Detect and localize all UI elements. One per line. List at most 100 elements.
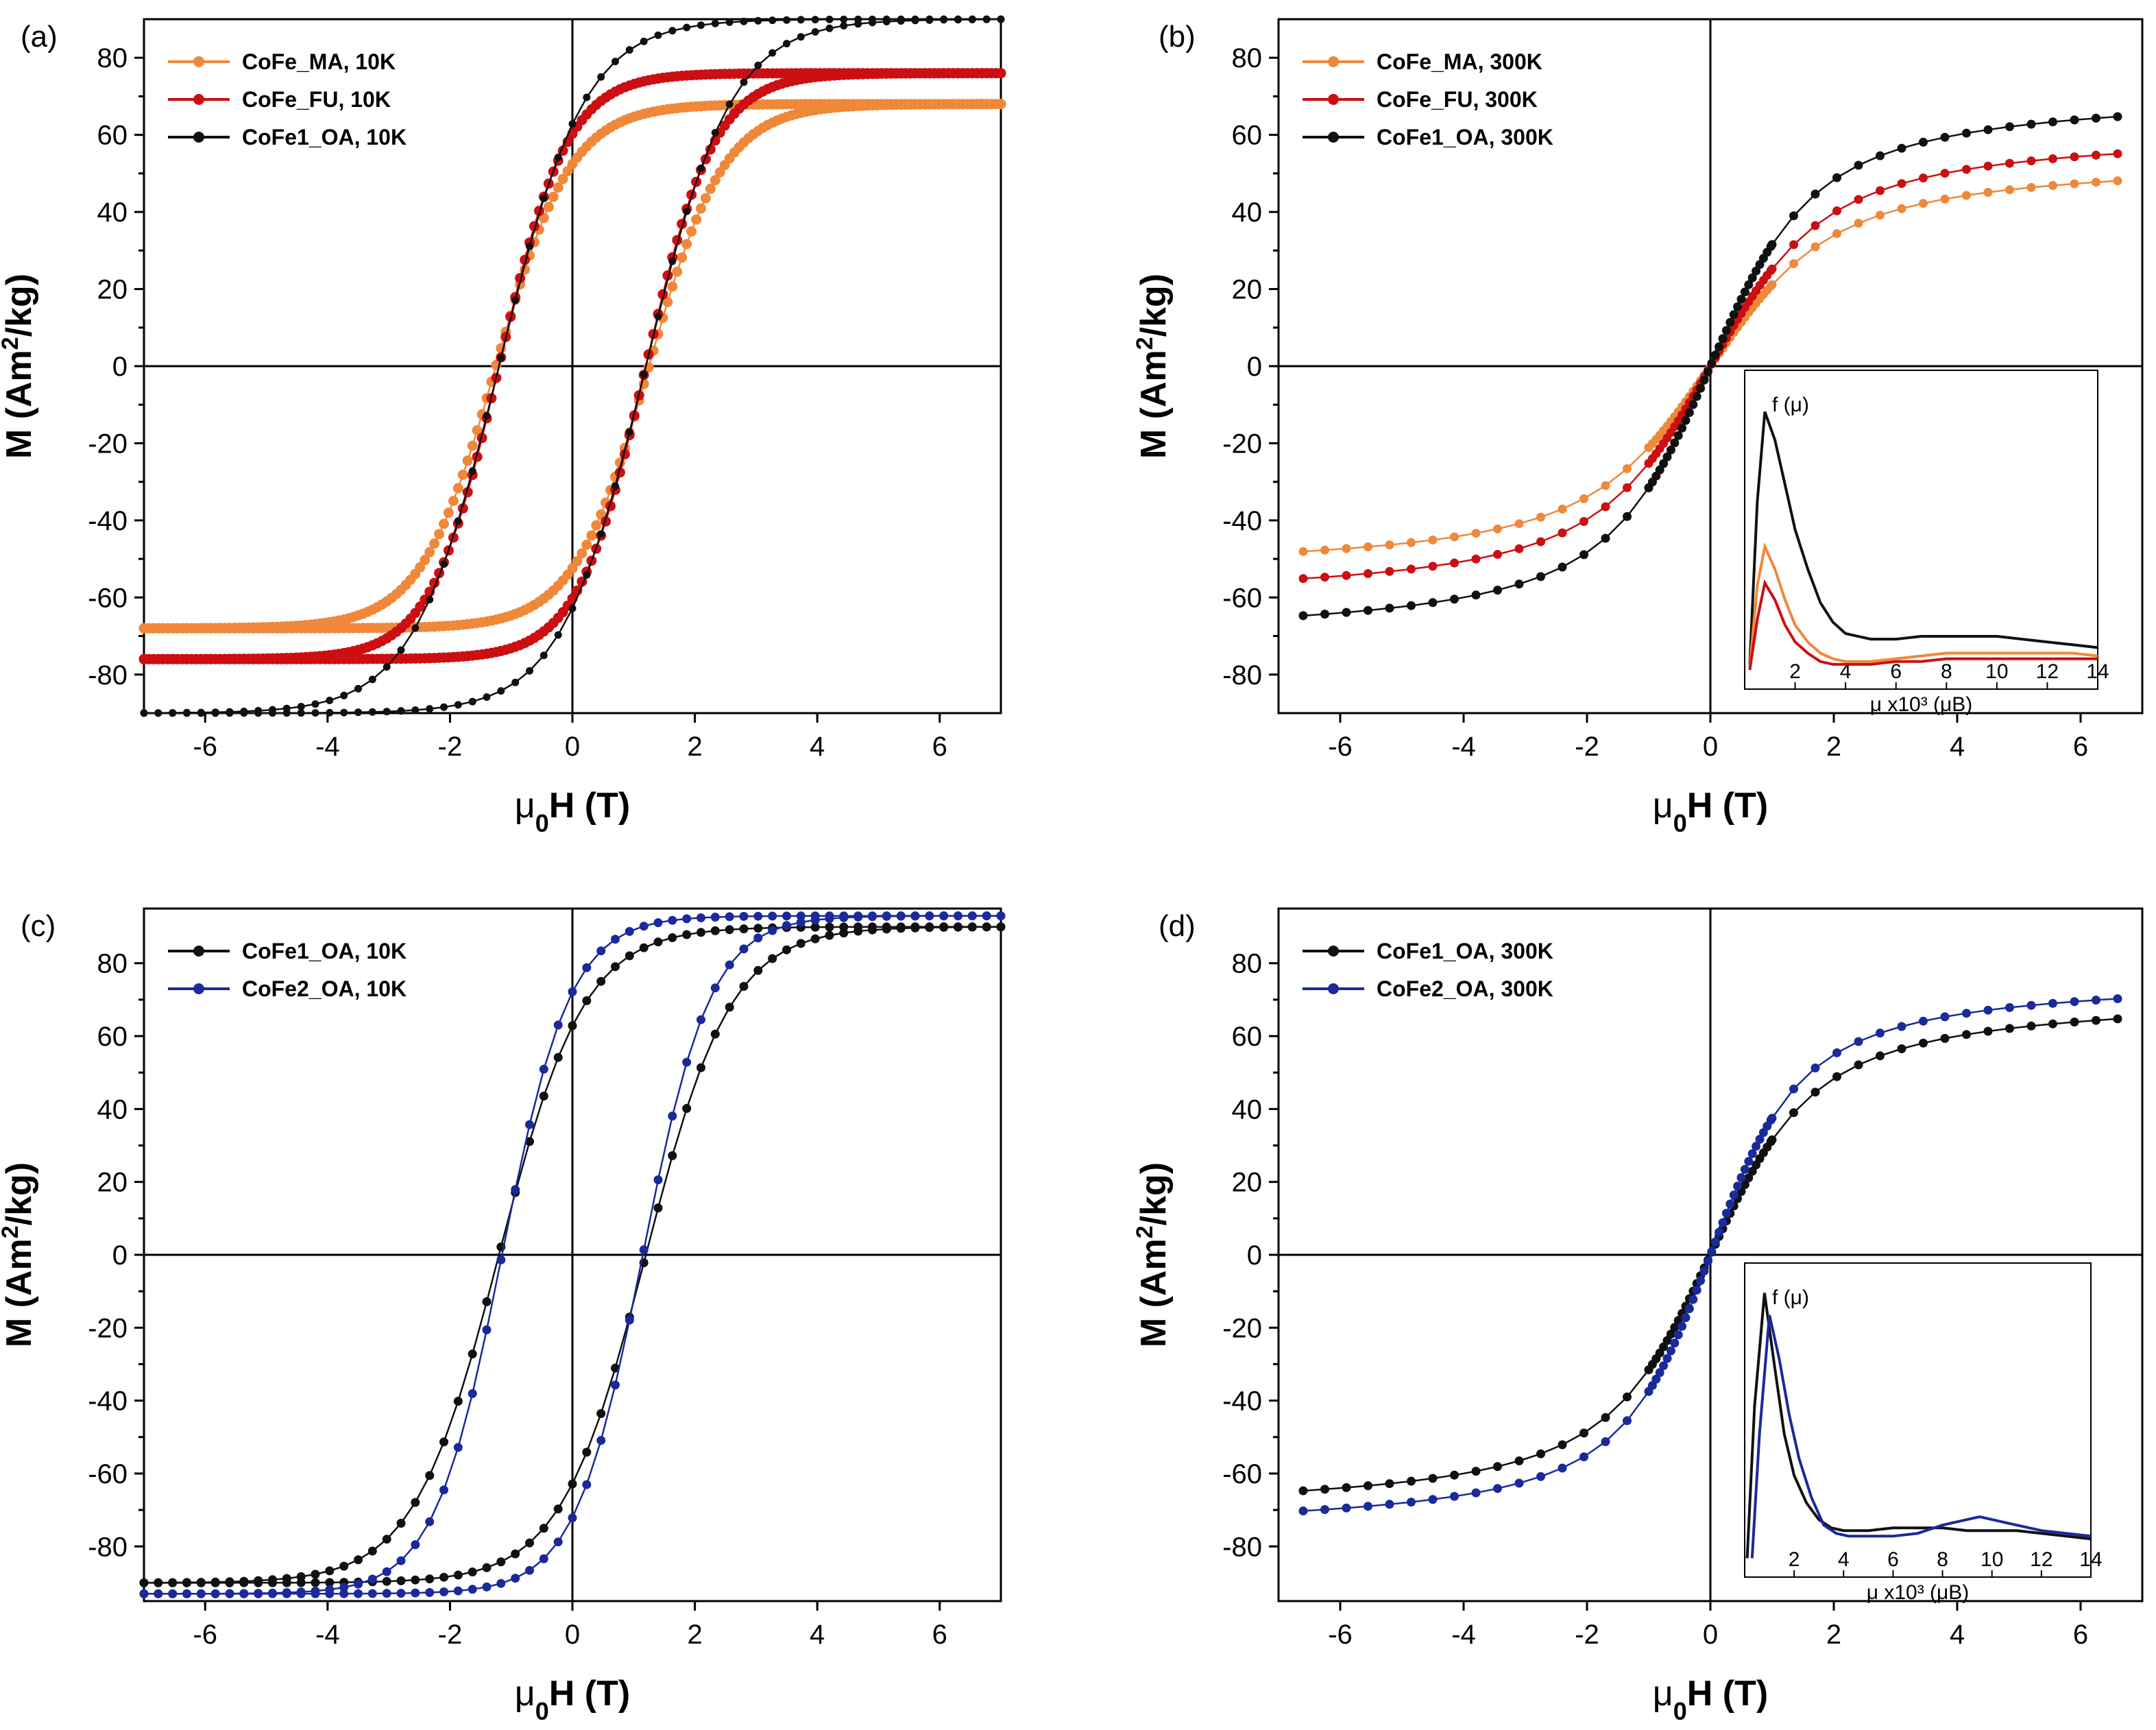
data-point-black xyxy=(1407,1476,1416,1486)
x-tick-label: 0 xyxy=(1703,1620,1718,1650)
x-axis-title-sub: 0 xyxy=(535,809,549,837)
data-point-blue xyxy=(1832,1048,1841,1057)
data-point-blue xyxy=(1736,1173,1746,1182)
data-point-blue xyxy=(1659,1361,1669,1371)
data-point-blue xyxy=(2092,996,2100,1005)
panel-label: (d) xyxy=(1159,909,1196,943)
data-point-blue xyxy=(782,921,791,930)
data-point-black xyxy=(1696,383,1706,393)
data-point-black xyxy=(1681,416,1691,425)
inset-frame xyxy=(1744,1262,2092,1578)
data-point-blue xyxy=(1320,1505,1329,1514)
data-point-black xyxy=(526,666,533,675)
data-point-black xyxy=(426,596,434,603)
data-point-black xyxy=(1623,512,1632,521)
data-point-orange xyxy=(1962,191,1971,200)
data-point-blue xyxy=(1718,1218,1728,1227)
y-axis-title: M (Am2/kg) xyxy=(0,1162,39,1347)
data-point-red xyxy=(1940,169,1950,178)
data-point-red xyxy=(1962,165,1971,174)
data-point-blue xyxy=(367,1574,377,1584)
data-point-black xyxy=(354,1555,363,1565)
y-axis-title-main: M (Am xyxy=(0,1238,39,1347)
data-point-red xyxy=(1919,173,1928,182)
legend-marker xyxy=(193,946,204,957)
data-point-black xyxy=(1673,431,1683,440)
data-point-blue xyxy=(896,911,906,921)
data-point-orange xyxy=(1407,538,1416,547)
data-point-red xyxy=(1789,240,1798,250)
data-point-blue xyxy=(639,922,649,931)
data-point-blue xyxy=(1721,1208,1731,1218)
data-point-orange xyxy=(1810,242,1820,252)
data-point-black xyxy=(1493,586,1502,595)
data-point-red xyxy=(1342,570,1351,580)
data-point-blue xyxy=(539,1064,548,1074)
data-point-black xyxy=(1747,273,1757,283)
data-point-black xyxy=(939,922,949,932)
data-point-black xyxy=(1740,287,1749,297)
y-axis-title-rest: /kg) xyxy=(1134,1162,1174,1225)
data-point-black xyxy=(725,100,734,108)
data-point-black xyxy=(297,709,305,717)
data-point-black xyxy=(425,1574,435,1584)
data-point-blue xyxy=(1729,1190,1739,1200)
data-point-blue xyxy=(496,1578,506,1588)
data-point-orange xyxy=(995,99,1006,110)
data-point-orange xyxy=(543,202,554,213)
data-point-black xyxy=(1718,334,1728,344)
data-point-black xyxy=(882,18,891,25)
data-point-black xyxy=(854,20,862,28)
inset-x-tick-label: 4 xyxy=(1838,1548,1850,1571)
data-point-orange xyxy=(452,483,463,494)
data-point-black xyxy=(526,242,533,250)
data-point-black xyxy=(211,709,219,717)
y-tick-label: -60 xyxy=(88,583,128,613)
data-point-blue xyxy=(568,987,577,996)
y-axis-title-rest: /kg) xyxy=(0,1162,39,1225)
data-point-black xyxy=(1854,160,1863,170)
data-point-black xyxy=(768,954,777,963)
data-point-blue xyxy=(810,915,820,925)
data-point-black xyxy=(311,709,319,717)
data-point-black xyxy=(239,1578,249,1587)
data-point-blue xyxy=(768,926,777,935)
y-axis-title-main: M (Am xyxy=(1134,1238,1174,1347)
data-point-black xyxy=(340,691,348,699)
data-point-blue xyxy=(639,1245,649,1255)
data-point-red xyxy=(1558,528,1567,538)
data-point-blue xyxy=(568,1513,577,1523)
x-tick-label: 6 xyxy=(2073,732,2088,762)
data-point-black xyxy=(483,411,491,420)
y-axis-title-sup: 2 xyxy=(1132,337,1158,350)
data-point-blue xyxy=(411,1588,420,1598)
data-point-blue xyxy=(453,1443,463,1452)
data-point-blue xyxy=(254,1589,263,1598)
data-point-black xyxy=(254,709,263,717)
inset-curve-red xyxy=(1748,579,2098,671)
data-point-orange xyxy=(424,546,435,557)
data-point-orange xyxy=(672,266,683,277)
inset-x-tick-label: 4 xyxy=(1840,660,1852,683)
legend-marker xyxy=(1328,56,1339,67)
y-axis-title: M (Am2/kg) xyxy=(0,274,39,459)
data-point-black xyxy=(725,925,734,935)
y-tick-label: -20 xyxy=(1222,1313,1262,1343)
data-point-blue xyxy=(1789,1084,1798,1094)
data-point-black xyxy=(1703,367,1712,376)
data-point-black xyxy=(683,23,691,32)
inset-x-tick-label: 14 xyxy=(2079,1548,2102,1571)
data-point-blue xyxy=(339,1589,349,1598)
data-point-black xyxy=(1342,608,1351,617)
data-point-blue xyxy=(1696,1276,1706,1286)
data-point-black xyxy=(2005,122,2014,132)
data-point-blue xyxy=(611,935,620,944)
data-point-black xyxy=(497,687,505,695)
x-tick-label: -4 xyxy=(1451,1620,1476,1650)
data-point-black xyxy=(1670,438,1680,448)
data-point-black xyxy=(697,164,705,172)
data-point-black xyxy=(710,926,720,935)
data-point-orange xyxy=(1428,536,1438,544)
data-point-orange xyxy=(557,173,568,184)
